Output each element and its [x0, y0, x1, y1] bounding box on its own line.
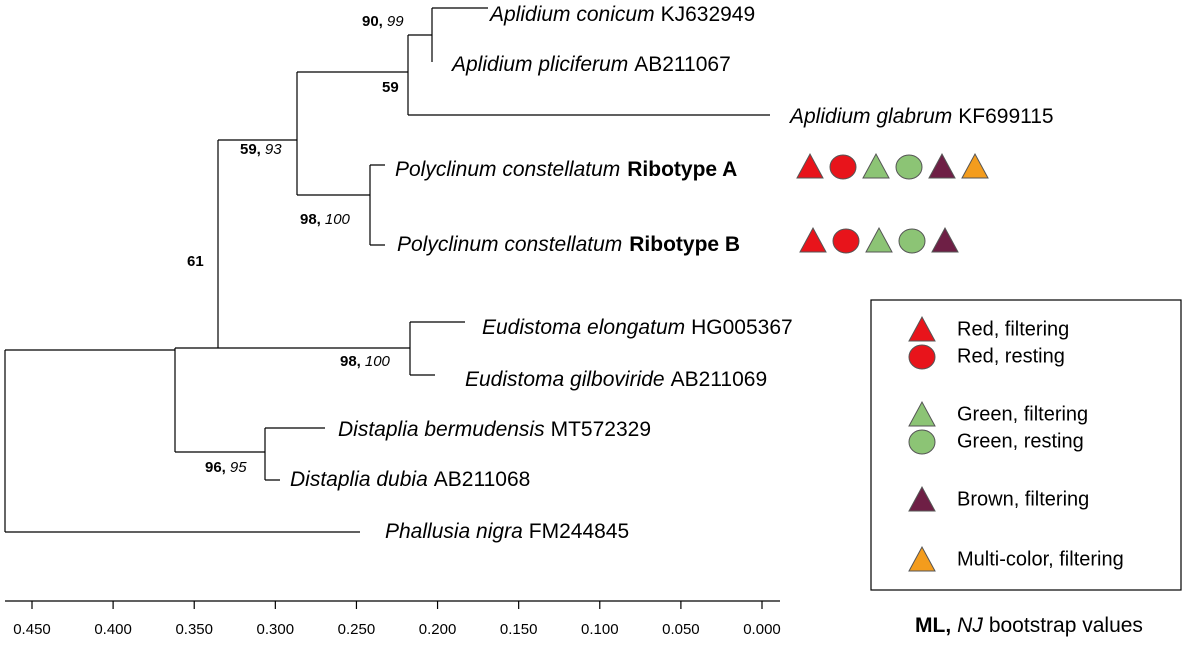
ml-value: 61 — [187, 253, 204, 270]
caption-nj: NJ — [957, 614, 983, 637]
caption: ML, NJ bootstrap values — [915, 614, 1143, 637]
scale-label: 0.050 — [662, 621, 700, 638]
scale-label: 0.000 — [743, 621, 781, 638]
accession: FM244845 — [529, 520, 629, 543]
nj-value: 100 — [365, 353, 391, 370]
nj-value: 100 — [325, 211, 351, 228]
accession: HG005367 — [691, 316, 793, 339]
legend-triangle — [908, 485, 936, 512]
bootstrap-label: 59 — [382, 79, 399, 96]
branch — [264, 427, 325, 481]
legend-circle — [829, 154, 857, 180]
legend-label: Red, resting — [957, 345, 1065, 367]
ml-value: 96, — [205, 459, 226, 476]
species: Aplidium pliciferum — [450, 53, 628, 76]
legend-triangle — [908, 315, 936, 342]
taxon-label: Phallusia nigra FM244845 — [385, 520, 629, 543]
scale-label: 0.150 — [500, 621, 538, 638]
scale-label: 0.100 — [581, 621, 619, 638]
scale-label: 0.200 — [419, 621, 457, 638]
taxon-label: Eudistoma gilboviride AB211069 — [465, 368, 767, 391]
ml-value: 98, — [300, 211, 321, 228]
legend-circle — [908, 344, 936, 370]
bootstrap-label: 98, 100 — [300, 211, 351, 228]
species: Distaplia bermudensis — [338, 418, 545, 441]
species: Aplidium glabrum — [788, 105, 952, 128]
branch — [217, 139, 297, 348]
accession: MT572329 — [551, 418, 651, 441]
legend-label: Green, resting — [957, 430, 1084, 452]
legend-circle — [832, 228, 860, 254]
species: Eudistoma gilboviride — [465, 368, 665, 391]
legend-circle — [898, 228, 926, 254]
accession: AB211069 — [671, 368, 768, 391]
taxon-label: Aplidium conicum KJ632949 — [488, 3, 755, 26]
species: Phallusia nigra — [385, 520, 523, 543]
ribotype: Ribotype B — [629, 233, 740, 256]
legend-triangle — [865, 226, 893, 253]
legend-label: Brown, filtering — [957, 488, 1089, 510]
legend-triangle — [908, 545, 936, 572]
scale-label: 0.400 — [94, 621, 132, 638]
legend-triangle — [799, 226, 827, 253]
taxon-label: Polyclinum constellatum Ribotype B — [397, 233, 740, 256]
ribotype: Ribotype A — [627, 158, 737, 181]
legend-label: Red, filtering — [957, 318, 1069, 340]
taxon-label: Distaplia dubia AB211068 — [290, 468, 530, 491]
taxon-label: Eudistoma elongatum HG005367 — [482, 316, 793, 339]
species: Eudistoma elongatum — [482, 316, 685, 339]
branches — [4, 7, 770, 533]
legend-box — [870, 299, 1182, 591]
legend-label: Green, filtering — [957, 403, 1088, 425]
taxon-label: Aplidium pliciferum AB211067 — [450, 53, 731, 76]
ml-value: 90, — [362, 13, 383, 30]
nj-value: 93 — [265, 141, 282, 158]
accession: AB211068 — [434, 468, 531, 491]
ml-value: 59, — [240, 141, 261, 158]
species: Aplidium conicum — [488, 3, 655, 26]
caption-rest: bootstrap values — [989, 614, 1143, 637]
taxon-label: Polyclinum constellatum Ribotype A — [395, 158, 737, 181]
legend-circle — [908, 429, 936, 455]
taxon-label: Distaplia bermudensis MT572329 — [338, 418, 651, 441]
bootstrap-label: 98, 100 — [340, 353, 391, 370]
nj-value: 95 — [230, 459, 247, 476]
bootstrap-label: 61 — [187, 253, 204, 270]
scale-label: 0.450 — [13, 621, 51, 638]
legend-circle — [895, 154, 923, 180]
ml-value: 59 — [382, 79, 399, 96]
accession: KF699115 — [958, 105, 1053, 128]
branch — [4, 349, 360, 533]
scale-label: 0.300 — [257, 621, 295, 638]
branch — [369, 164, 385, 246]
scale-label: 0.250 — [338, 621, 376, 638]
branch — [174, 347, 410, 453]
accession: AB211067 — [634, 53, 731, 76]
accession: KJ632949 — [661, 3, 756, 26]
branch — [407, 34, 770, 116]
nj-value: 99 — [387, 13, 404, 30]
legend-triangle — [961, 152, 989, 179]
taxon-label: Aplidium glabrum KF699115 — [788, 105, 1054, 128]
legend-triangle — [908, 400, 936, 427]
caption-ml: ML, — [915, 614, 951, 637]
legend-triangle — [862, 152, 890, 179]
legend-label: Multi-color, filtering — [957, 548, 1124, 570]
branch — [296, 71, 408, 196]
bootstrap-label: 59, 93 — [240, 141, 282, 158]
ml-value: 98, — [340, 353, 361, 370]
branch — [409, 321, 465, 376]
legend-triangle — [928, 152, 956, 179]
branch — [431, 7, 488, 62]
bootstrap-label: 96, 95 — [205, 459, 247, 476]
scale-label: 0.350 — [175, 621, 213, 638]
legend-triangle — [796, 152, 824, 179]
legend-triangle — [931, 226, 959, 253]
bootstrap-label: 90, 99 — [362, 13, 404, 30]
species: Polyclinum constellatum — [395, 158, 620, 181]
species: Distaplia dubia — [290, 468, 428, 491]
species: Polyclinum constellatum — [397, 233, 622, 256]
